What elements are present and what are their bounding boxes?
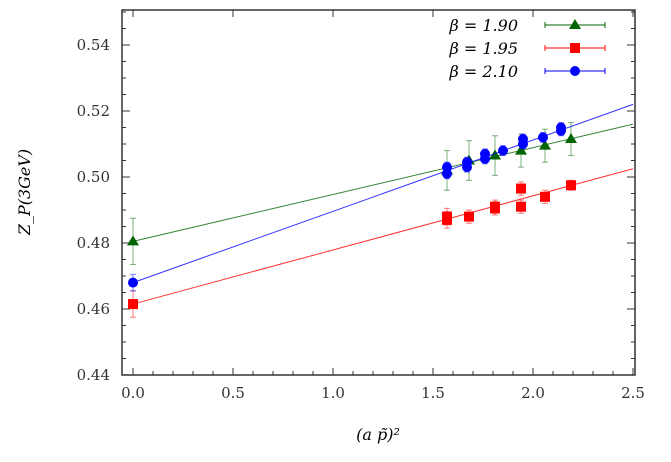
data-point: [565, 133, 577, 144]
data-point: [490, 201, 500, 212]
data-point: [516, 183, 526, 194]
y-axis-label: Z_P(3GeV): [15, 149, 34, 236]
legend-label: β = 1.95: [449, 39, 518, 58]
data-point: [462, 157, 472, 168]
data-point: [518, 134, 528, 145]
data-point: [127, 235, 139, 246]
data-point: [566, 180, 576, 191]
y-tick-label: 0.44: [77, 366, 110, 384]
data-point: [128, 299, 138, 310]
data-point: [540, 191, 550, 202]
data-point: [515, 144, 527, 155]
data-point: [516, 201, 526, 212]
y-tick-label: 0.46: [77, 300, 110, 318]
y-tick-label: 0.52: [77, 102, 110, 120]
data-point: [128, 277, 138, 288]
y-tick-label: 0.48: [77, 234, 110, 252]
legend-marker: [569, 19, 581, 29]
x-tick-label: 2.0: [521, 384, 545, 402]
data-point: [556, 122, 566, 133]
data-point: [538, 132, 548, 143]
fit-line: [132, 103, 634, 284]
x-tick-label: 0.0: [121, 384, 145, 402]
data-point: [539, 139, 551, 150]
fit-line: [132, 168, 634, 305]
x-tick-label: 2.5: [621, 384, 645, 402]
y-tick-label: 0.54: [77, 36, 110, 54]
legend-label: β = 1.90: [449, 16, 518, 35]
data-point: [442, 211, 452, 222]
data-point: [442, 162, 452, 173]
legend-label: β = 2.10: [449, 62, 518, 81]
data-point: [498, 145, 508, 156]
x-tick-label: 1.5: [421, 384, 445, 402]
y-tick-label: 0.50: [77, 168, 110, 186]
fit-line: [132, 123, 634, 242]
x-tick-label: 1.0: [321, 384, 345, 402]
x-axis-label: (a p̃)²: [356, 425, 400, 444]
x-tick-label: 0.5: [221, 384, 245, 402]
data-point: [480, 148, 490, 159]
legend-marker: [570, 43, 580, 53]
data-point: [464, 211, 474, 222]
data-point: [489, 149, 501, 160]
plot-frame: [121, 9, 636, 376]
legend-marker: [570, 66, 580, 76]
